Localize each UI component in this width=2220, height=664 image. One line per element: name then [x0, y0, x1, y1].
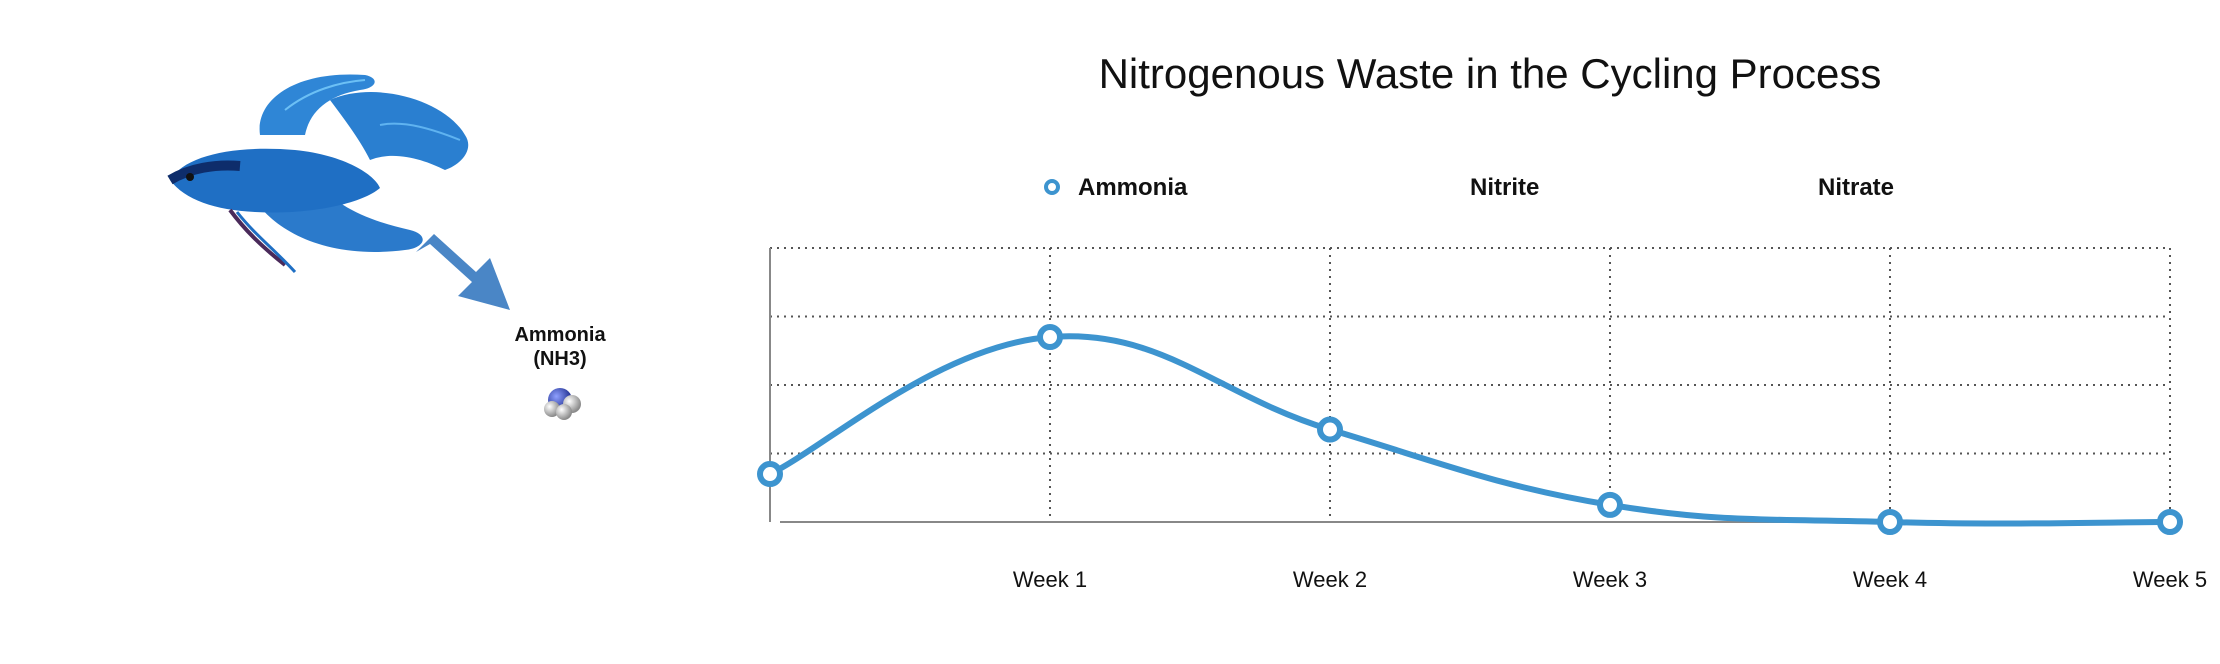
legend-label-nitrite: Nitrite — [1470, 174, 1539, 201]
data-point-ammonia — [757, 461, 783, 488]
x-tick-label: Week 2 — [1293, 567, 1367, 592]
data-point-ammonia — [2157, 509, 2183, 535]
data-point-ammonia — [1317, 416, 1343, 443]
molecule-label-formula: (NH3) — [533, 348, 587, 370]
molecule-label: Ammonia (NH3) — [490, 323, 630, 371]
betta-fish-image — [145, 40, 505, 300]
data-point-ammonia — [1597, 491, 1623, 518]
x-tick-label: Week 5 — [2133, 567, 2207, 592]
x-tick-label: Week 3 — [1573, 567, 1647, 592]
molecule-label-name: Ammonia — [514, 324, 606, 346]
chart-x-ticks: Week 1 Week 2 Week 3 Week 4 Week 5 — [1013, 567, 2207, 592]
legend-label-nitrate: Nitrate — [1818, 174, 1894, 201]
chart-series — [757, 324, 2183, 535]
chart-legend: Ammonia Nitrite Nitrate — [1044, 174, 1894, 201]
series-line-ammonia — [767, 333, 2173, 527]
data-point-ammonia — [1037, 324, 1063, 351]
chart-title: Nitrogenous Waste in the Cycling Process — [1098, 50, 1882, 97]
blue-arrow-icon — [408, 230, 518, 330]
x-tick-label: Week 1 — [1013, 567, 1087, 592]
chart-grid — [770, 247, 2171, 522]
x-tick-label: Week 4 — [1853, 567, 1927, 592]
legend-label-ammonia: Ammonia — [1078, 174, 1188, 201]
data-point-ammonia — [1877, 509, 1903, 535]
legend-marker-ammonia — [1044, 179, 1060, 195]
ammonia-molecule-icon — [538, 382, 588, 422]
